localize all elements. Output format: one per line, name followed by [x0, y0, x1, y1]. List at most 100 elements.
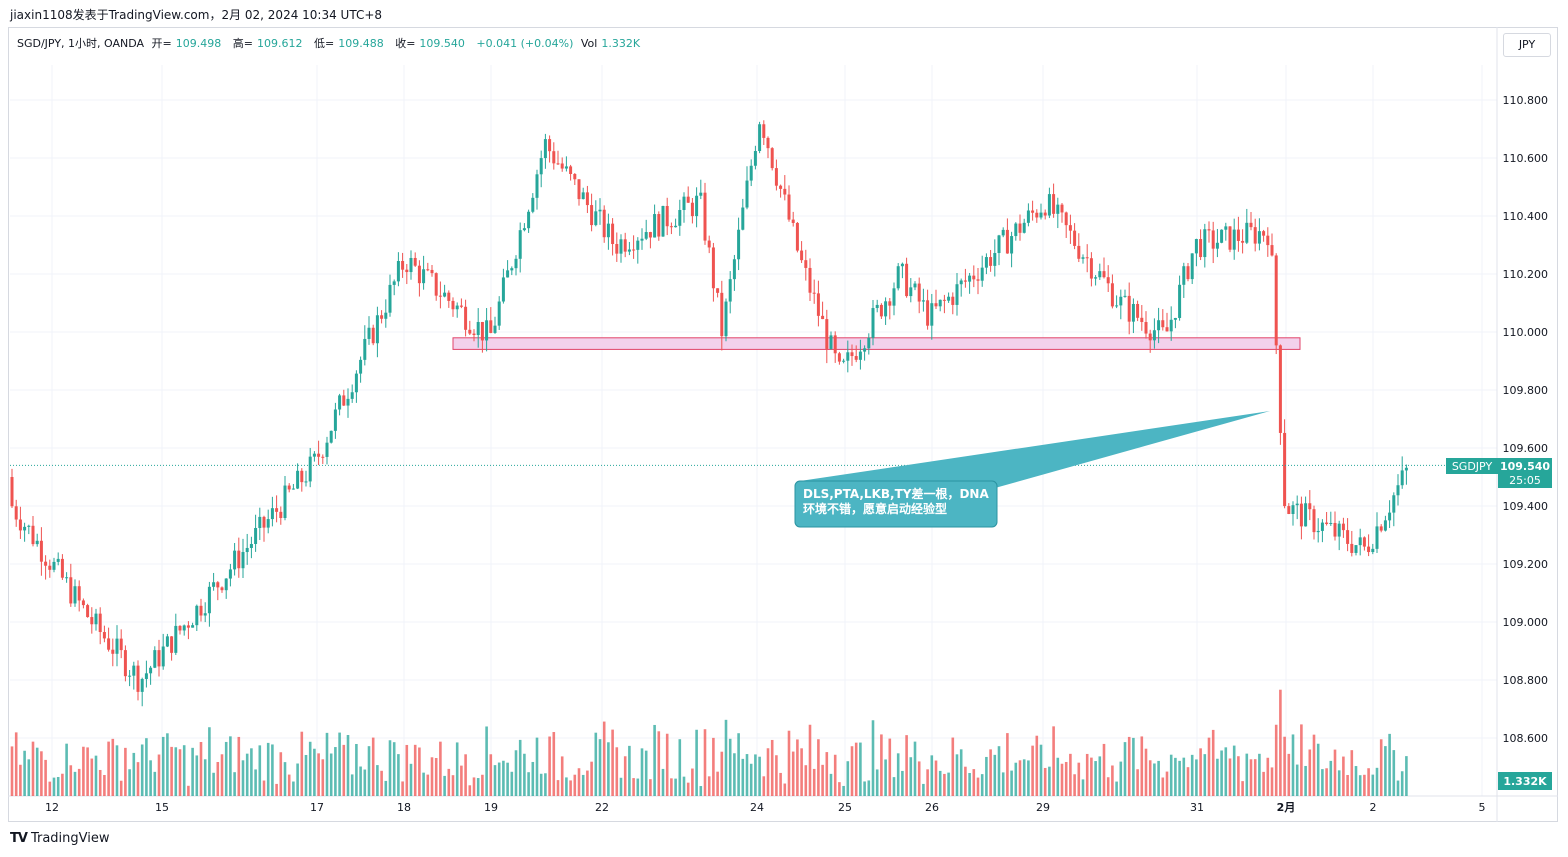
volume-bar	[1132, 737, 1135, 796]
volume-bar	[825, 752, 829, 796]
volume-bar	[867, 780, 871, 796]
y-tick-label: 109.800	[1503, 384, 1549, 397]
volume-bar	[1123, 742, 1127, 796]
legend-change: +0.041 (+0.04%)	[476, 37, 574, 50]
candle-body	[203, 613, 207, 616]
volume-bar	[98, 769, 102, 796]
candle-body	[661, 205, 665, 237]
candle-body	[619, 239, 623, 254]
candle-body	[762, 124, 766, 138]
volume-bar	[350, 774, 354, 796]
volume-bar	[707, 776, 711, 796]
volume-bar	[476, 778, 480, 796]
volume-bar	[392, 742, 396, 796]
candle-body	[770, 148, 774, 169]
volume-bar	[695, 729, 698, 796]
volume-bar	[220, 754, 224, 796]
volume-bar	[896, 753, 900, 796]
volume-bar	[884, 759, 887, 796]
volume-bar	[119, 780, 123, 796]
volume-bar	[1157, 760, 1160, 796]
volume-bar	[833, 754, 837, 796]
volume-bar	[1363, 774, 1366, 796]
candle-body	[300, 470, 304, 483]
volume-bar	[1358, 775, 1362, 796]
candle-body	[1010, 236, 1014, 254]
candle-body	[909, 287, 913, 297]
volume-bar	[619, 777, 623, 796]
volume-bar	[1371, 774, 1375, 796]
volume-bar	[985, 756, 988, 796]
volume-bar	[208, 727, 211, 796]
candle-body	[917, 283, 921, 302]
x-tick-label: 17	[310, 801, 324, 814]
volume-bar	[724, 719, 728, 796]
volume-bar	[1081, 779, 1085, 796]
volume-bar	[934, 760, 938, 796]
volume-bar	[1052, 726, 1055, 796]
candle-body	[1005, 229, 1009, 254]
volume-bar	[1354, 766, 1358, 796]
candle-body	[1127, 295, 1131, 322]
volume-bar	[821, 764, 824, 796]
volume-bar	[787, 730, 791, 796]
candle-body	[980, 267, 984, 281]
volume-bar	[485, 726, 488, 796]
candle-body	[287, 485, 291, 490]
volume-bar	[1073, 774, 1076, 796]
volume-bar	[149, 760, 152, 796]
volume-bar	[913, 741, 917, 796]
volume-bar	[380, 770, 383, 796]
candle-body	[1312, 509, 1316, 533]
candle-body	[632, 249, 636, 251]
candle-body	[262, 516, 266, 528]
candle-body	[237, 550, 241, 569]
candle-body	[497, 301, 501, 326]
candle-body	[1308, 503, 1312, 510]
candle-body	[493, 325, 497, 333]
candle-body	[1022, 222, 1026, 233]
footer-brand[interactable]: TV TradingView	[10, 831, 109, 846]
candle-body	[123, 650, 127, 677]
volume-bar	[758, 756, 761, 796]
volume-bar	[73, 771, 77, 796]
legend-symbol[interactable]: SGD/JPY, 1小时, OANDA	[17, 37, 145, 50]
candle-body	[766, 137, 770, 149]
volume-bar	[216, 762, 220, 796]
volume-bar	[334, 747, 337, 796]
volume-bar	[409, 763, 413, 796]
candle-body	[422, 269, 426, 284]
volume-bar	[1253, 759, 1257, 796]
currency-button[interactable]: JPY	[1503, 33, 1551, 57]
candle-body	[111, 649, 115, 654]
ohlc-legend: SGD/JPY, 1小时, OANDA 开= 109.498 高= 109.612 …	[17, 35, 648, 51]
candle-body	[921, 300, 925, 302]
candle-body	[182, 625, 186, 631]
candle-body	[997, 235, 1001, 254]
volume-bar	[741, 758, 745, 796]
candle-body	[606, 223, 610, 238]
candle-body	[716, 288, 720, 293]
volume-bar	[565, 777, 568, 796]
candle-body	[468, 329, 472, 334]
volume-bar	[300, 731, 304, 796]
candle-body	[1266, 235, 1270, 246]
candle-body	[556, 163, 560, 165]
volume-bar	[808, 724, 812, 796]
candle-body	[165, 636, 169, 647]
candle-body	[926, 300, 930, 326]
candle-body	[863, 348, 867, 352]
y-tick-label: 110.000	[1503, 326, 1549, 339]
candle-body	[1182, 266, 1186, 285]
volume-bar	[157, 754, 161, 796]
volume-bar	[245, 753, 249, 796]
volume-bar	[355, 743, 358, 796]
candle-body	[1346, 530, 1350, 544]
candle-body	[741, 207, 745, 230]
candle-body	[1316, 530, 1320, 533]
candle-body	[564, 166, 568, 169]
candle-body	[447, 292, 451, 301]
volume-bar	[178, 749, 182, 796]
candle-body	[199, 605, 203, 616]
